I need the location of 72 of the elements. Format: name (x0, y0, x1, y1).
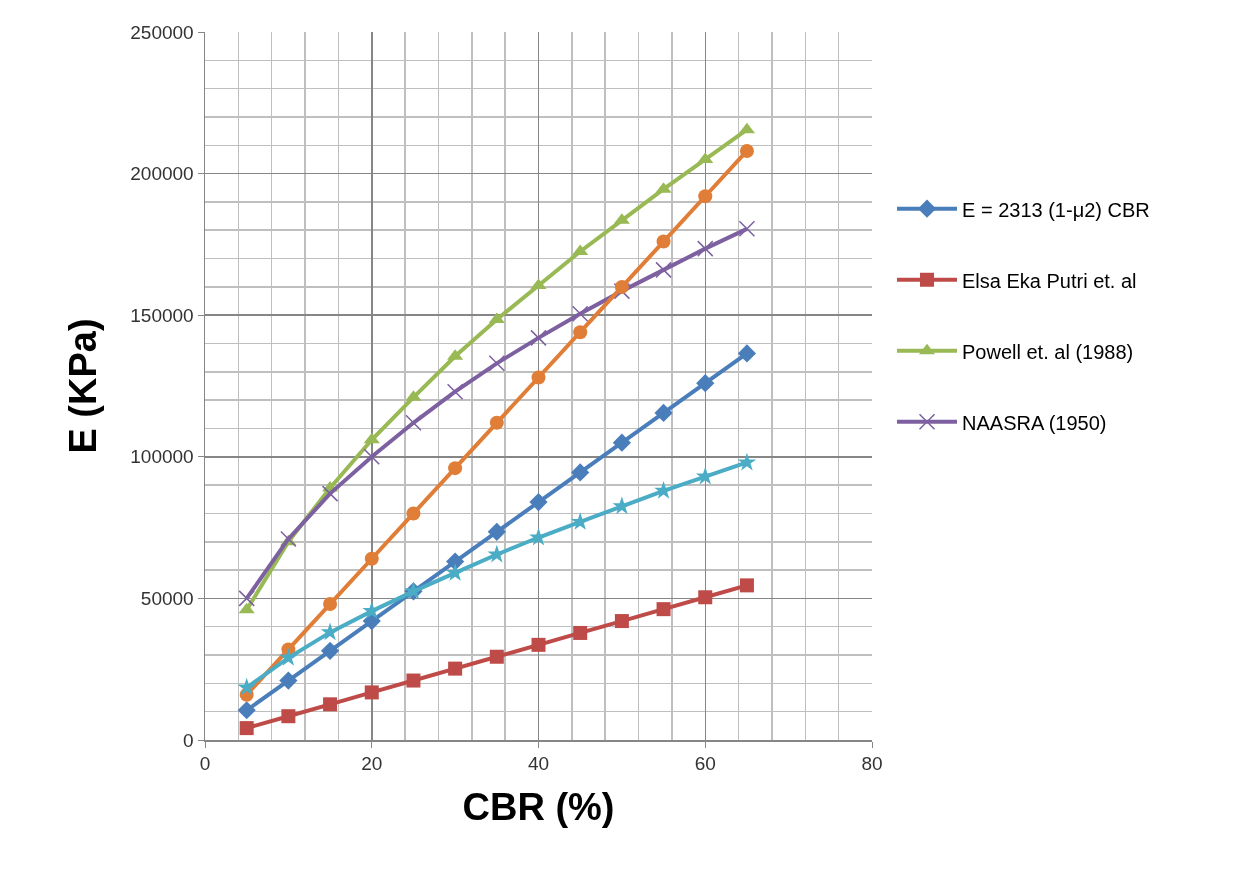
point (656, 234, 671, 249)
point (529, 493, 548, 512)
point (612, 433, 631, 452)
point (571, 463, 590, 482)
point (737, 344, 757, 363)
x-tick-label: 60 (694, 753, 716, 775)
y-tick-label: 50000 (140, 588, 194, 610)
point (238, 590, 255, 607)
point (698, 590, 713, 605)
point (488, 355, 506, 372)
point (362, 601, 382, 620)
point (570, 512, 590, 530)
point (614, 279, 629, 294)
point (279, 671, 298, 690)
x-tick-label: 80 (861, 753, 883, 775)
point (279, 648, 298, 666)
point (405, 414, 422, 432)
point (363, 432, 380, 444)
point (489, 649, 504, 664)
point (446, 383, 464, 400)
point (448, 461, 463, 476)
legend-label: Powell et. al (1988) (962, 340, 1134, 363)
point (323, 697, 338, 712)
y-tick-label: 250000 (130, 21, 194, 43)
point (739, 578, 754, 593)
y-tick-label: 200000 (130, 163, 194, 185)
point (487, 522, 506, 541)
point (406, 506, 421, 521)
point (406, 673, 421, 688)
point (321, 485, 339, 502)
legend-label: Elsa Eka Putri et. al (962, 269, 1137, 292)
point (655, 261, 672, 279)
point (237, 701, 256, 720)
point (737, 452, 757, 471)
point (654, 403, 673, 422)
point (281, 709, 296, 724)
point (531, 370, 546, 385)
point (238, 602, 255, 614)
x-tick-label: 0 (199, 753, 211, 775)
point (573, 325, 588, 340)
point (614, 614, 629, 629)
point (364, 685, 379, 700)
point (323, 597, 338, 612)
point (280, 530, 297, 548)
point (738, 220, 756, 238)
y-tick-label: 150000 (130, 304, 194, 326)
x-tick-label: 20 (361, 753, 383, 775)
y-tick-label: 100000 (130, 446, 194, 468)
y-tick-label: 0 (183, 729, 194, 751)
point (571, 305, 589, 323)
point (445, 563, 465, 581)
point (364, 551, 379, 566)
point (239, 721, 254, 736)
point (573, 625, 588, 640)
point (656, 602, 671, 617)
point (696, 374, 715, 393)
legend-label: E = 2313 (1-μ2) CBR (962, 198, 1150, 221)
point (530, 329, 547, 347)
point (698, 189, 713, 204)
point (697, 240, 714, 257)
x-tick-label: 40 (527, 753, 550, 775)
x-axis-title: CBR (%) (462, 786, 615, 829)
point (320, 641, 340, 660)
point (487, 544, 507, 563)
point (489, 415, 504, 430)
legend-label: NAASRA (1950) (962, 411, 1107, 434)
y-axis-title: E (KPa) (61, 318, 104, 454)
point (320, 622, 340, 641)
point (739, 143, 754, 158)
point (531, 637, 546, 652)
point (448, 661, 463, 676)
point (237, 677, 257, 696)
